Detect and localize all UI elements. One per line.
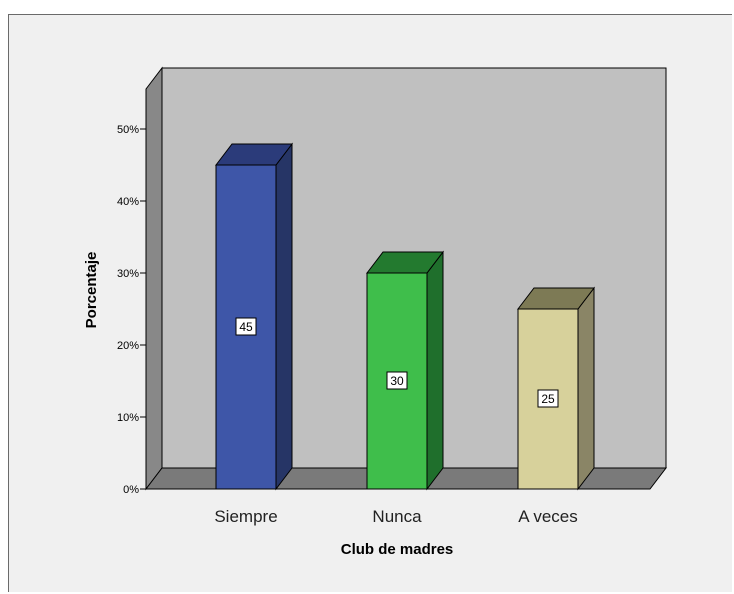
data-label-box [386, 371, 408, 390]
x-tick-label: A veces [518, 507, 578, 526]
data-label: 45 [239, 320, 253, 334]
y-tick-label: 30% [117, 268, 139, 280]
bar-a-veces: 25 [516, 286, 596, 491]
y-tick-label: 10% [117, 412, 139, 424]
y-tick-label: 20% [117, 340, 139, 352]
y-axis: 0% 10% 20% 30% 40% 50% [117, 124, 146, 496]
data-label-box [537, 389, 559, 408]
y-tick-label: 40% [117, 196, 139, 208]
bar-nunca: 30 [365, 250, 445, 491]
x-axis-title: Club de madres [341, 541, 454, 558]
y-tick-label: 50% [117, 124, 139, 136]
x-axis: Siempre Nunca A veces [214, 507, 577, 526]
y-tick-label: 0% [123, 484, 139, 496]
bar-siempre: 45 [214, 142, 294, 491]
data-label: 30 [390, 374, 404, 388]
data-label: 25 [541, 392, 555, 406]
plot-side-wall [145, 66, 163, 491]
bar-side [426, 250, 444, 491]
y-axis-title: Porcentaje [83, 252, 100, 329]
x-tick-label: Nunca [372, 507, 422, 526]
bar-side [577, 286, 595, 491]
data-label-box [235, 317, 257, 336]
x-tick-label: Siempre [214, 507, 277, 526]
bar-side [275, 142, 293, 491]
bars: 45 30 25 [214, 142, 596, 491]
